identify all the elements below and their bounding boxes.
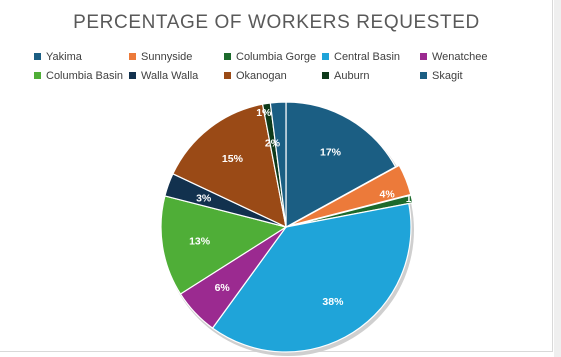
legend-swatch [420, 53, 427, 60]
pie-slice-central-basin [211, 202, 412, 353]
legend-label: Auburn [334, 69, 370, 82]
legend-item-columbia-gorge: Columbia Gorge [224, 51, 322, 63]
data-label-central-basin: 38% [322, 296, 344, 308]
legend-item-okanogan: Okanogan [224, 70, 322, 82]
legend-swatch [34, 72, 41, 79]
legend-label: Walla Walla [141, 69, 199, 82]
pie-slice-yakima [285, 101, 397, 229]
legend-item-auburn: Auburn [322, 70, 420, 82]
data-label-walla-walla: 3% [196, 192, 212, 204]
legend-row-1: Yakima Sunnyside Columbia Gorge Central Bas… [34, 47, 544, 66]
legend-label: Columbia Gorge [236, 50, 317, 63]
legend-swatch [420, 72, 427, 79]
data-label-wenatchee: 6% [215, 282, 231, 294]
pie-slice-columbia-basin [160, 195, 288, 295]
legend-label: Okanogan [236, 69, 287, 82]
pie-slice-columbia-gorge [289, 194, 414, 227]
legend-item-columbia-basin: Columbia Basin [34, 70, 129, 82]
window-edge [554, 0, 561, 357]
data-label-yakima: 17% [320, 147, 342, 159]
legend-label: Sunnyside [141, 50, 193, 63]
legend: Yakima Sunnyside Columbia Gorge Central Bas… [34, 47, 544, 85]
legend-item-walla-walla: Walla Walla [129, 70, 224, 82]
legend-item-wenatchee: Wenatchee [420, 51, 510, 63]
legend-item-sunnyside: Sunnyside [129, 51, 224, 63]
legend-swatch [129, 72, 136, 79]
legend-swatch [322, 72, 329, 79]
legend-swatch [34, 53, 41, 60]
data-label-columbia-gorge: 1% [406, 193, 422, 205]
legend-label: Skagit [432, 69, 463, 82]
legend-row-2: Columbia Basin Walla Walla Okanogan Auburn S… [34, 66, 544, 85]
legend-label: Columbia Basin [46, 69, 124, 82]
legend-swatch [224, 72, 231, 79]
chart-title: PERCENTAGE OF WORKERS REQUESTED [73, 12, 480, 33]
legend-swatch [129, 53, 136, 60]
legend-label: Wenatchee [432, 50, 488, 63]
data-label-okanogan: 15% [222, 153, 244, 165]
data-label-columbia-basin: 13% [189, 236, 211, 248]
data-label-skagit: 2% [265, 138, 281, 150]
legend-label: Central Basin [334, 50, 401, 63]
pie-slice-okanogan [172, 103, 287, 229]
data-label-sunnyside: 4% [380, 188, 396, 200]
legend-swatch [322, 53, 329, 60]
legend-label: Yakima [46, 50, 82, 63]
legend-swatch [224, 53, 231, 60]
pie-slice-skagit [269, 101, 287, 228]
legend-item-yakima: Yakima [34, 51, 129, 63]
legend-item-skagit: Skagit [420, 70, 510, 82]
data-label-auburn: 1% [256, 107, 272, 119]
pie-slice-sunnyside [289, 164, 412, 227]
legend-item-central-basin: Central Basin [322, 51, 420, 63]
